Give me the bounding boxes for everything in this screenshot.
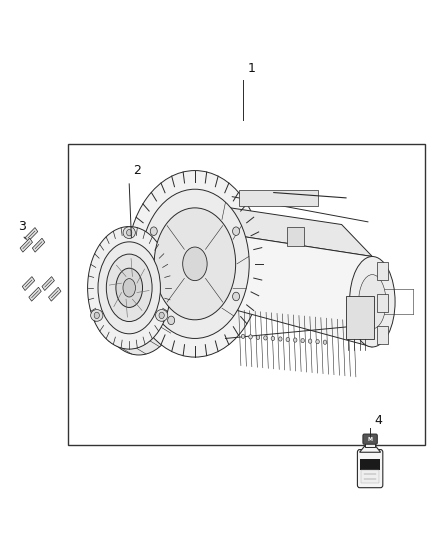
Polygon shape (22, 277, 35, 290)
Circle shape (293, 338, 297, 342)
Circle shape (279, 337, 282, 341)
Bar (68, 144, 425, 445)
Polygon shape (42, 277, 54, 290)
Ellipse shape (88, 227, 171, 349)
Circle shape (127, 229, 132, 236)
Polygon shape (49, 287, 61, 301)
Bar (239, 190, 318, 206)
Text: M: M (367, 437, 373, 442)
Bar (361, 470, 379, 483)
Ellipse shape (123, 279, 135, 297)
Circle shape (256, 335, 260, 340)
Bar (346, 296, 374, 339)
Ellipse shape (123, 227, 135, 239)
Ellipse shape (359, 274, 386, 329)
Ellipse shape (91, 310, 103, 321)
Bar (365, 442, 375, 447)
Polygon shape (32, 238, 45, 252)
Bar (377, 294, 388, 312)
Circle shape (271, 336, 275, 341)
Circle shape (159, 312, 164, 319)
Circle shape (286, 337, 290, 342)
Ellipse shape (183, 247, 207, 280)
Text: 3: 3 (18, 220, 26, 233)
Polygon shape (25, 228, 38, 241)
Polygon shape (20, 238, 32, 252)
Ellipse shape (127, 171, 263, 357)
Ellipse shape (98, 242, 160, 334)
Polygon shape (29, 287, 41, 301)
Circle shape (323, 340, 327, 344)
Circle shape (241, 334, 245, 338)
Text: 1: 1 (247, 62, 255, 75)
Circle shape (233, 292, 240, 301)
Text: 2: 2 (134, 164, 141, 177)
Circle shape (150, 227, 157, 236)
Circle shape (301, 338, 304, 343)
Polygon shape (360, 447, 381, 452)
Circle shape (264, 336, 267, 340)
Ellipse shape (141, 189, 249, 338)
Bar (360, 459, 380, 470)
Polygon shape (199, 203, 234, 331)
Polygon shape (199, 203, 372, 256)
Circle shape (94, 312, 99, 319)
Circle shape (249, 335, 252, 339)
Ellipse shape (97, 232, 180, 355)
Bar (377, 326, 388, 344)
FancyBboxPatch shape (363, 434, 377, 444)
Polygon shape (234, 235, 372, 347)
Bar (287, 227, 304, 246)
Ellipse shape (155, 310, 168, 321)
Ellipse shape (116, 268, 142, 308)
Ellipse shape (154, 208, 236, 320)
Circle shape (316, 340, 319, 344)
Text: 4: 4 (374, 414, 382, 427)
Bar (377, 262, 388, 280)
FancyBboxPatch shape (357, 450, 383, 488)
Circle shape (168, 316, 175, 325)
Circle shape (308, 339, 312, 343)
Ellipse shape (350, 256, 395, 347)
Ellipse shape (106, 254, 152, 321)
Circle shape (233, 227, 240, 236)
